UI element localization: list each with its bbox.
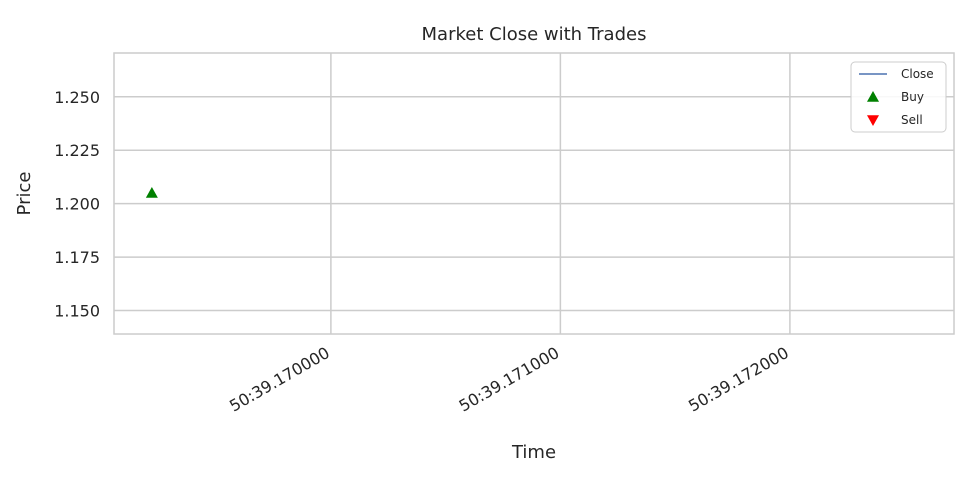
legend-label: Close [901, 67, 934, 81]
legend-swatch-sell [867, 115, 879, 126]
series-layer [145, 186, 158, 198]
legend-swatch-buy [867, 91, 879, 102]
y-axis-label: Price [14, 172, 35, 216]
y-tick-label: 1.250 [54, 88, 100, 107]
plot-frame [113, 52, 955, 335]
x-axis-label: Time [511, 442, 556, 463]
y-tick-label: 1.150 [54, 301, 100, 320]
legend-label: Sell [901, 113, 923, 127]
legend: Close Buy Sell [850, 61, 947, 133]
buy-trade-marker [145, 186, 158, 198]
legend-label: Buy [901, 90, 924, 104]
legend-box [850, 61, 947, 133]
grid [114, 53, 954, 334]
y-tick-label: 1.225 [54, 141, 100, 160]
chart-title: Market Close with Trades [422, 24, 647, 45]
y-tick-label: 1.175 [54, 248, 100, 267]
y-tick-label: 1.200 [54, 195, 100, 214]
